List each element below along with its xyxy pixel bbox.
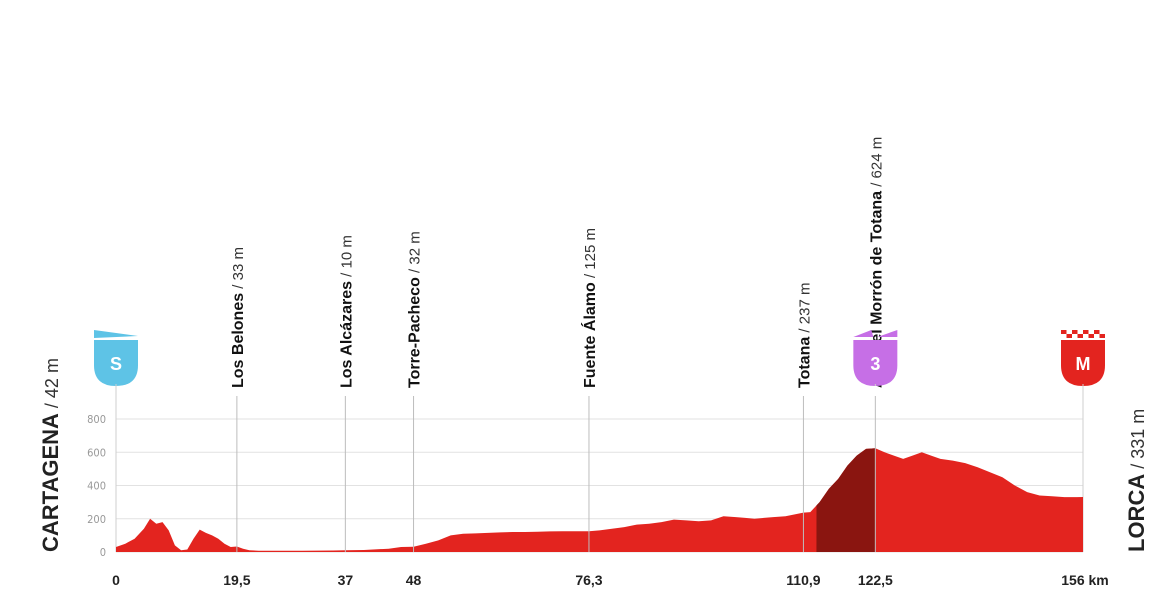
start-badge-shape (94, 340, 138, 386)
waypoint-label: Fuente Álamo / 125 m (580, 228, 599, 388)
climb-badge-shape (853, 340, 898, 386)
km-label: 122,5 (858, 572, 893, 588)
checker-square (1061, 330, 1067, 334)
waypoint-name: Los Alcázares (338, 281, 355, 388)
waypoint-name: Fuente Álamo (580, 282, 599, 388)
svg-text:LORCA / 331 m: LORCA / 331 m (1124, 409, 1149, 552)
badges: S 3 M (94, 330, 1105, 386)
checker-square (1099, 334, 1105, 338)
waypoint-altitude: / 32 m (407, 231, 424, 277)
start-badge-letter: S (110, 354, 122, 374)
climb-badge-letter: 3 (870, 354, 880, 374)
waypoint-label: Los Alcázares / 10 m (338, 235, 355, 388)
climb-shaded-segment (816, 448, 876, 552)
waypoint-lines (236, 396, 876, 552)
checker-square (1066, 334, 1072, 338)
svg-text:CARTAGENA / 42 m: CARTAGENA / 42 m (38, 358, 63, 552)
km-label: 110,9 (786, 572, 820, 588)
checker-square (1072, 330, 1078, 334)
checkered-flag-icon (1061, 330, 1105, 338)
y-tick-label: 0 (100, 546, 106, 559)
checker-square (1083, 330, 1089, 334)
elevation-profile (116, 448, 1083, 552)
climb-category-icon-right (877, 330, 898, 337)
y-tick-label: 600 (87, 446, 106, 459)
waypoint-label: Torre-Pacheco / 32 m (407, 231, 424, 388)
km-label: 19,5 (223, 572, 250, 588)
waypoint-altitude: / 624 m (868, 137, 885, 191)
waypoint-altitude: / 10 m (338, 235, 355, 281)
km-label: 76,3 (575, 572, 602, 588)
start-city-alt: / 42 m (42, 358, 62, 413)
finish-badge-letter: M (1076, 354, 1091, 374)
checker-square (1088, 334, 1094, 338)
km-label: 37 (338, 572, 354, 588)
km-label: 48 (406, 572, 422, 588)
km-label-start: 0 (112, 572, 120, 588)
waypoint-name: Torre-Pacheco (407, 277, 424, 388)
checker-square (1077, 334, 1083, 338)
finish-city-label: LORCA / 331 m (1124, 409, 1149, 552)
waypoint-name: Alto del Morrón de Totana (868, 191, 885, 388)
start-flag-icon (94, 330, 138, 338)
checker-square (1094, 330, 1100, 334)
km-label-finish: 156 km (1061, 572, 1108, 588)
climb-badge: 3 (853, 330, 898, 386)
finish-badge: M (1061, 330, 1105, 386)
waypoint-name: Los Belones (230, 293, 247, 388)
finish-city-alt: / 331 m (1128, 409, 1148, 474)
waypoint-labels: Los Belones / 33 m Los Alcázares / 10 m To… (230, 137, 885, 388)
y-tick-label: 200 (87, 513, 106, 526)
climb-category-icon (853, 330, 874, 337)
waypoint-name: Totana (796, 337, 813, 388)
waypoint-label: Totana / 237 m (796, 283, 813, 388)
elevation-area (116, 448, 1083, 552)
waypoint-altitude: / 125 m (582, 228, 599, 282)
finish-badge-shape (1061, 340, 1105, 386)
y-tick-label: 800 (87, 413, 106, 426)
km-axis: 19,5 37 48 76,3 110,9 122,5 0 156 km (112, 572, 1109, 588)
waypoint-altitude: / 33 m (230, 247, 247, 293)
start-badge: S (94, 330, 138, 386)
y-tick-label: 400 (87, 480, 106, 493)
waypoint-label: Los Belones / 33 m (230, 247, 247, 388)
start-city-name: CARTAGENA (38, 413, 63, 552)
waypoint-altitude: / 237 m (796, 283, 813, 337)
finish-city-name: LORCA (1124, 474, 1149, 552)
start-city-label: CARTAGENA / 42 m (38, 358, 63, 552)
waypoint-label: Alto del Morrón de Totana / 624 m (868, 137, 885, 388)
